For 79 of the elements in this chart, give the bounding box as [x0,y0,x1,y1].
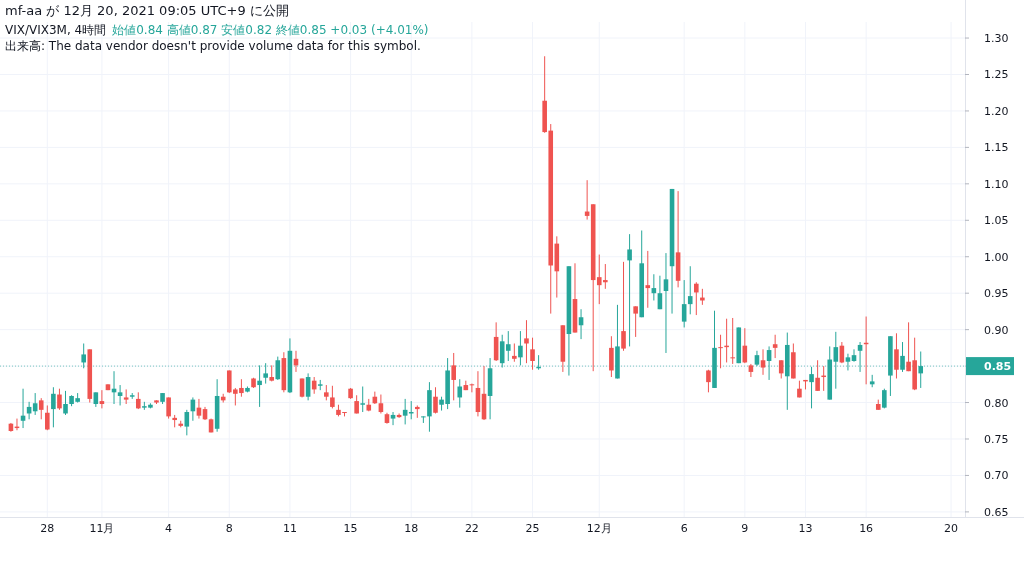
candlestick [415,404,420,419]
candlestick [760,348,766,376]
y-tick-label: 0.75 [984,433,1009,446]
candlestick [166,396,171,420]
candlestick [918,351,924,389]
candlestick [900,341,905,373]
x-tick-label: 11月 [89,522,115,535]
candlestick [512,342,517,363]
candlestick [809,366,814,409]
chart-subtitle: 始値0.84 高値0.87 安値0.82 終値0.85 +0.03 (+4.01%) [112,23,429,37]
candlestick [184,409,190,436]
candlestick [621,261,626,352]
ref-line-label: 0.85 [984,360,1012,374]
candlestick [894,332,899,379]
candlestick [730,317,735,365]
candlestick [627,233,632,347]
x-tick-label: 9 [741,522,749,535]
candlestick [63,390,68,416]
y-tick-label: 0.95 [984,287,1009,301]
x-tick-label: 16 [859,522,874,535]
x-tick-label: 20 [944,522,959,535]
y-tick-label: 1.15 [984,141,1009,155]
candlestick [51,386,56,428]
text: mf-aa が 12月 20, 2021 09:05 UTC+9 に公開 [5,3,289,18]
candlestick [633,305,638,338]
x-tick-label: 4 [165,522,173,535]
x-tick-label: 13 [798,522,813,535]
x-tick-label: 15 [343,522,358,535]
candlestick [645,250,651,309]
candlestick [845,353,851,371]
candlestick [609,335,614,378]
candlestick [530,337,535,371]
candlestick [681,279,687,328]
candlestick [524,319,529,364]
candlestick [360,386,366,413]
candlestick [833,331,839,390]
candlestick [257,364,262,408]
y-tick-label: 1.20 [984,104,1009,118]
y-tick-label: 0.65 [984,505,1009,519]
candlestick [99,389,105,409]
candlestick [718,334,723,369]
candlestick [390,411,396,426]
x-tick-label: 12月 [586,522,612,535]
annotation: 出来高: The data vendor doesn't provide volume data for this symbol. [5,39,421,53]
y-tick-label: 1.25 [984,68,1009,82]
candlestick [81,342,86,369]
candlestick [275,356,281,381]
candlestick [687,265,693,315]
candlestick [263,362,268,385]
x-tick-label: 28 [40,522,55,535]
y-tick-label: 1.10 [984,177,1009,191]
candlestick [57,388,62,411]
x-tick-label: 6 [680,522,688,535]
x-tick-label: 25 [525,522,540,535]
x-tick-label: 18 [404,522,419,535]
candlestick [694,281,699,316]
candlestick [815,359,820,392]
x-tick-label: 8 [225,522,233,535]
candlestick [778,359,784,379]
candlestick [748,363,754,378]
candlestick [451,352,456,401]
y-tick-label: 0.90 [984,323,1009,337]
candlestick [772,334,778,359]
y-tick-label: 0.70 [984,469,1009,483]
y-tick-label: 1.00 [984,250,1009,264]
chart-title: VIX/VIX3M, 4時間 [5,23,107,37]
y-tick-label: 0.80 [984,396,1009,410]
candlestick [45,404,50,431]
x-tick-label: 22 [464,522,479,535]
candlestick [433,386,438,414]
x-tick-label: 11 [282,522,297,535]
candlestick [330,385,335,409]
y-tick-label: 1.05 [984,214,1009,228]
candlestick [38,397,44,420]
candlestick [378,394,384,414]
candlestick [518,330,523,366]
y-tick-label: 1.30 [984,32,1009,46]
candlestick [117,384,123,406]
candlestick [457,378,463,409]
